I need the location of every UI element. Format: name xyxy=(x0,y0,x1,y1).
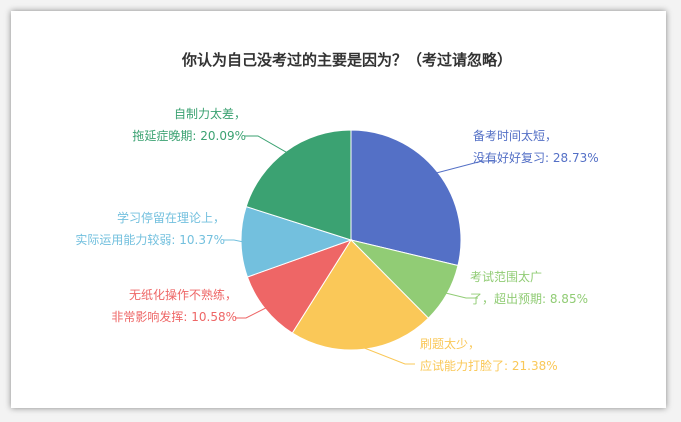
leader-line xyxy=(435,160,497,174)
slice-label: 实际运用能力较弱: 10.37% xyxy=(75,232,225,247)
slice-label: 应试能力打脸了: 21.38% xyxy=(420,358,558,373)
pie-slice xyxy=(245,129,352,241)
slice-label: 无纸化操作不熟练， xyxy=(129,287,237,302)
leader-line xyxy=(224,239,244,243)
slice-label: 拖延症晚期: 20.09% xyxy=(132,128,246,143)
slice-label: 自制力太差， xyxy=(174,106,246,121)
pie-slice xyxy=(350,129,462,267)
chart-title: 你认为自己没考过的主要是因为？（考过请忽略） xyxy=(181,51,512,69)
slice-label: 学习停留在理论上， xyxy=(117,210,225,225)
slice-label: 没有好好复习: 28.73% xyxy=(473,150,599,165)
pie-slice xyxy=(291,239,430,351)
slice-label: 了，超出预期: 8.85% xyxy=(470,291,588,306)
slice-label: 非常影响发挥: 10.58% xyxy=(111,309,237,324)
slice-label: 备考时间太短， xyxy=(473,128,557,143)
leader-line xyxy=(245,135,288,154)
pie-slices xyxy=(240,129,462,351)
leader-line xyxy=(444,292,478,299)
leader-line xyxy=(362,346,415,365)
slice-label: 考试范围太广 xyxy=(470,269,542,284)
leader-line xyxy=(235,307,267,319)
slice-label: 刷题太少， xyxy=(420,336,480,351)
